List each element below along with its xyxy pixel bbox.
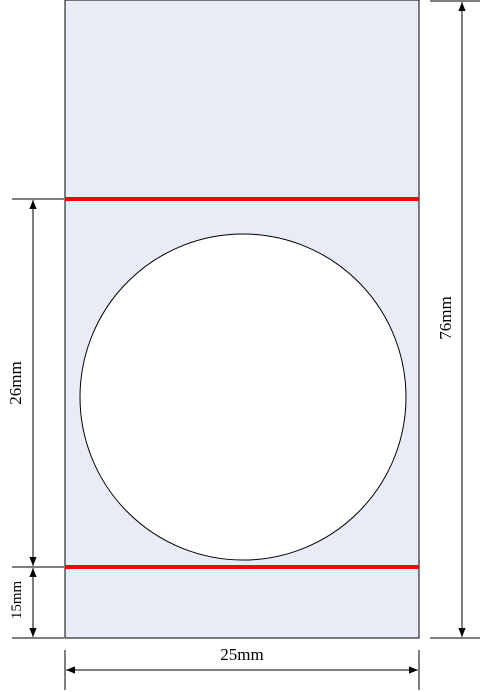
width-label: 25mm xyxy=(220,645,263,664)
total-height-label: 76mm xyxy=(436,296,455,339)
middle-height-label: 26mm xyxy=(6,361,25,404)
center-circle xyxy=(79,233,407,561)
bottom-height-label: 15mm xyxy=(9,581,25,620)
